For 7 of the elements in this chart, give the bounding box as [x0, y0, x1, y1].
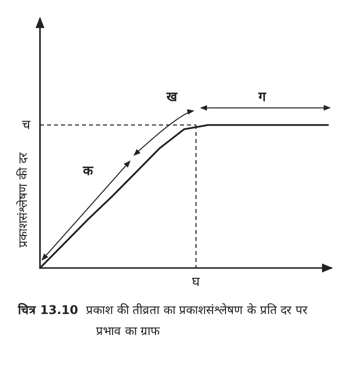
annotation: घ	[192, 275, 200, 290]
annotation: ग	[258, 90, 266, 105]
annotation: क	[83, 164, 93, 179]
annotation: ख	[166, 90, 178, 105]
ylabel: प्रकाशसंश्लेषण की दर	[16, 152, 30, 248]
ref-line-label: च	[22, 118, 31, 133]
annotation: चित्र 13.10 प्रकाश की तीव्रता का प्रकाशसंश्लेषण के प्रति दर पर प्रभाव का ग्राफ	[18, 302, 309, 340]
